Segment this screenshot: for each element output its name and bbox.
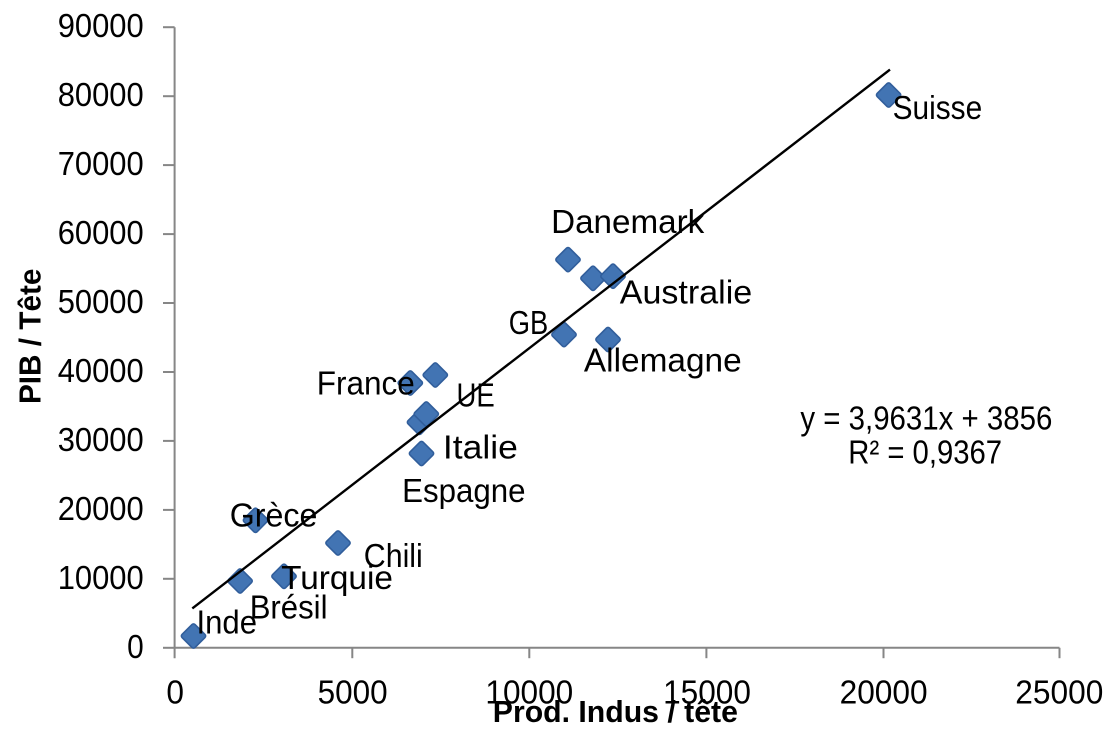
- svg-text:Turquie: Turquie: [281, 559, 393, 596]
- svg-text:50000: 50000: [58, 283, 144, 320]
- svg-text:y = 3,9631x + 3856: y = 3,9631x + 3856: [800, 400, 1052, 437]
- svg-text:30000: 30000: [58, 421, 144, 458]
- svg-text:Australie: Australie: [620, 273, 752, 310]
- svg-text:Espagne: Espagne: [402, 472, 525, 509]
- svg-text:Suisse: Suisse: [893, 89, 983, 126]
- svg-text:Brésil: Brésil: [250, 588, 328, 625]
- svg-text:25000: 25000: [1015, 673, 1103, 710]
- svg-text:20000: 20000: [58, 490, 144, 527]
- svg-text:GB: GB: [509, 304, 549, 341]
- svg-text:France: France: [317, 365, 415, 402]
- svg-text:10000: 10000: [58, 559, 144, 596]
- svg-text:Chili: Chili: [364, 537, 423, 574]
- svg-text:40000: 40000: [58, 352, 144, 389]
- svg-text:5000: 5000: [318, 673, 388, 710]
- svg-text:90000: 90000: [58, 7, 144, 44]
- svg-text:Grèce: Grèce: [230, 497, 318, 534]
- svg-text:Inde: Inde: [197, 603, 258, 640]
- svg-text:Prod. Indus / tête: Prod. Indus / tête: [493, 694, 738, 729]
- svg-text:15000: 15000: [663, 673, 751, 710]
- svg-text:Italie: Italie: [443, 429, 518, 466]
- svg-text:60000: 60000: [58, 214, 144, 251]
- svg-text:UE: UE: [457, 377, 495, 414]
- svg-text:80000: 80000: [58, 76, 144, 113]
- svg-text:0: 0: [166, 673, 184, 710]
- svg-text:Danemark: Danemark: [551, 203, 705, 240]
- svg-text:10000: 10000: [485, 673, 573, 710]
- svg-text:R² = 0,9367: R² = 0,9367: [848, 434, 1002, 471]
- svg-text:PIB / Tête: PIB / Tête: [12, 269, 47, 405]
- svg-text:Allemagne: Allemagne: [584, 342, 742, 379]
- svg-text:70000: 70000: [58, 145, 144, 182]
- svg-text:0: 0: [127, 628, 144, 665]
- svg-text:20000: 20000: [840, 673, 928, 710]
